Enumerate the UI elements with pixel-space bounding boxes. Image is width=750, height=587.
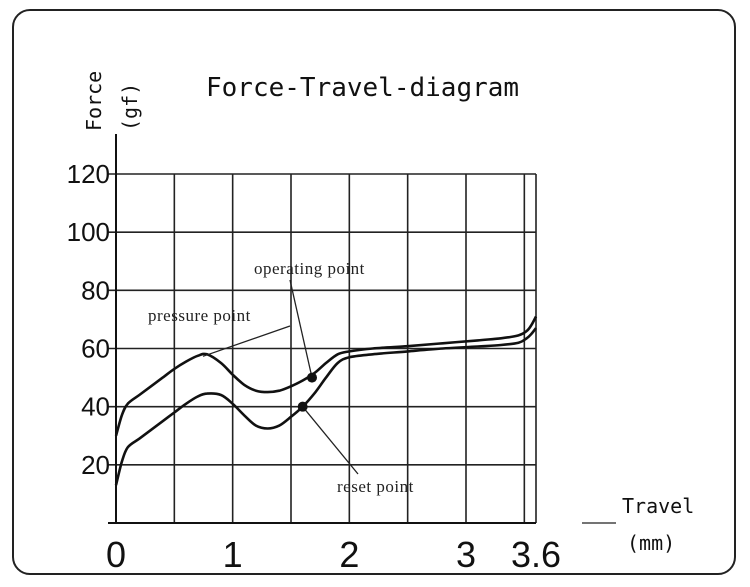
ticks: 20 40 60 80 100 120 0 1 2 3 3.6	[67, 159, 561, 575]
x-axis-label: Travel	[622, 494, 694, 518]
y-tick-label: 100	[67, 217, 110, 247]
reset-point-leader	[302, 406, 359, 475]
grid	[108, 134, 537, 524]
curves	[114, 315, 538, 486]
annotations: pressure point operating point reset point	[148, 259, 414, 496]
lower-force-curve	[114, 327, 538, 486]
x-tick-label: 1	[223, 534, 243, 575]
pressure-point-label: pressure point	[148, 306, 251, 325]
chart-title: Force-Travel-diagram	[206, 73, 519, 103]
x-tick-label: 0	[106, 534, 126, 575]
chart-frame	[12, 9, 736, 575]
y-tick-label: 120	[67, 159, 110, 189]
reset-point-marker	[297, 401, 308, 412]
y-tick-label: 80	[81, 275, 110, 305]
y-tick-label: 20	[81, 450, 110, 480]
y-tick-label: 60	[81, 334, 110, 364]
x-axis-unit: (mm)	[627, 531, 675, 555]
upper-force-curve	[114, 315, 538, 437]
operating-point-leader	[289, 279, 313, 378]
x-tick-label: 2	[339, 534, 359, 575]
pressure-point-leader	[202, 325, 291, 357]
operating-point-label: operating point	[254, 259, 365, 278]
reset-point-label: reset point	[337, 477, 414, 496]
operating-point-marker	[307, 372, 317, 383]
x-tick-label: 3.6	[511, 534, 561, 575]
x-tick-label: 3	[456, 534, 476, 575]
y-tick-label: 40	[81, 392, 110, 422]
y-axis-unit: (gf)	[118, 83, 142, 131]
y-axis-label: Force	[82, 71, 106, 131]
